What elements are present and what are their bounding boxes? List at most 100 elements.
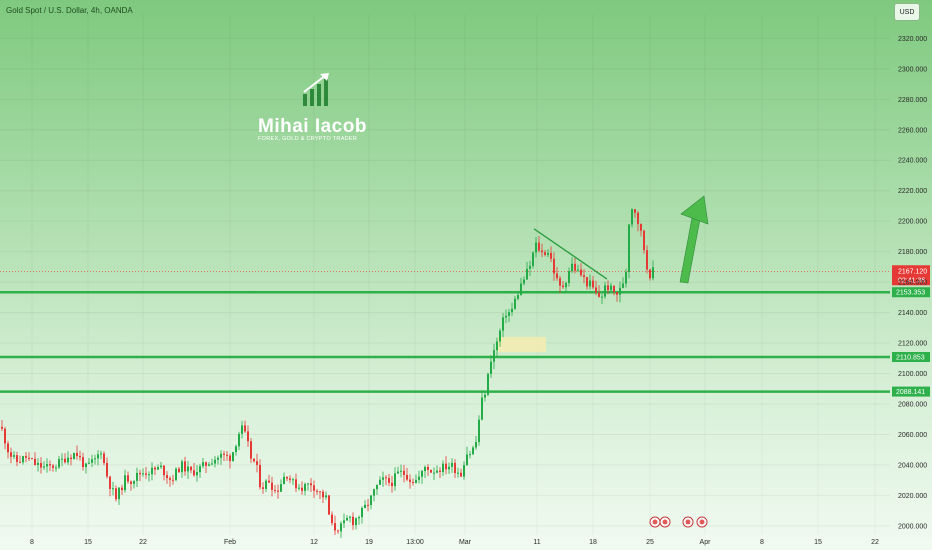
candle-body xyxy=(226,454,228,456)
candle-body xyxy=(136,472,138,481)
candle-body xyxy=(607,285,609,291)
candle-body xyxy=(4,428,6,444)
candle-body xyxy=(310,483,312,486)
y-tick-label: 2240.000 xyxy=(898,158,927,165)
candle-body xyxy=(610,285,612,291)
current-price-tag xyxy=(892,265,930,286)
candle-body xyxy=(538,242,540,251)
projection-arrow-icon xyxy=(679,195,709,284)
candle-body xyxy=(550,252,552,259)
candle-body xyxy=(484,394,486,398)
candle-body xyxy=(469,454,471,456)
candle-body xyxy=(454,462,456,474)
candle-body xyxy=(637,212,639,225)
candle-body xyxy=(52,465,54,468)
candle-body xyxy=(115,488,117,500)
candle-body xyxy=(334,523,336,531)
x-tick-label: Mar xyxy=(459,539,472,546)
descending-trendline[interactable] xyxy=(533,228,608,280)
candle-body xyxy=(250,441,252,459)
candle-body xyxy=(583,275,585,277)
y-tick-label: 2040.000 xyxy=(898,462,927,469)
candle-body xyxy=(217,457,219,460)
candle-body xyxy=(337,530,339,532)
arrow-shaft xyxy=(679,217,701,284)
candle-body xyxy=(649,269,651,279)
lightning-icon-dot xyxy=(652,519,658,525)
candle-body xyxy=(211,463,213,465)
candle-body xyxy=(181,461,183,473)
candle-body xyxy=(22,456,24,463)
candle-body xyxy=(328,495,330,515)
x-tick-label: 8 xyxy=(760,539,764,546)
candle-body xyxy=(652,267,654,279)
candle-body xyxy=(556,273,558,279)
candle-body xyxy=(190,466,192,471)
candle-body xyxy=(7,443,9,453)
candle-body xyxy=(151,467,153,475)
y-tick-label: 2020.000 xyxy=(898,493,927,500)
x-tick-label: 15 xyxy=(84,539,92,546)
candle-body xyxy=(130,481,132,484)
candle-body xyxy=(340,523,342,532)
candle-body xyxy=(316,490,318,492)
candle-body xyxy=(109,476,111,489)
candle-body xyxy=(184,461,186,472)
candle-body xyxy=(373,489,375,496)
candle-body xyxy=(433,472,435,474)
candle-body xyxy=(460,472,462,477)
watermark-tagline: FOREX, GOLD & CRYPTO TRADER xyxy=(258,136,358,142)
candle-body xyxy=(154,467,156,470)
candle-body xyxy=(70,457,72,459)
candle-body xyxy=(274,489,276,491)
candle-body xyxy=(472,447,474,455)
candle-body xyxy=(478,419,480,443)
currency-button[interactable]: USD xyxy=(894,3,920,21)
candle-body xyxy=(577,269,579,271)
candle-body xyxy=(511,308,513,313)
candle-body xyxy=(166,475,168,479)
candle-body xyxy=(520,283,522,295)
candle-body xyxy=(94,458,96,460)
candle-body xyxy=(55,467,57,469)
candle-body xyxy=(208,464,210,466)
candle-body xyxy=(370,495,372,506)
candle-body xyxy=(247,431,249,442)
candle-body xyxy=(412,481,414,483)
y-tick-label: 2140.000 xyxy=(898,310,927,317)
candle-body xyxy=(79,455,81,458)
candle-body xyxy=(268,480,270,483)
candle-body xyxy=(457,472,459,474)
candle-body xyxy=(73,452,75,459)
candle-body xyxy=(430,469,432,473)
candle-body xyxy=(622,283,624,288)
candle-body xyxy=(19,461,21,463)
candle-body xyxy=(631,209,633,225)
y-tick-label: 2160.000 xyxy=(898,280,927,287)
candle-body xyxy=(205,462,207,466)
x-tick-label: 18 xyxy=(589,539,597,546)
candle-body xyxy=(571,263,573,272)
level-price-label: 2110.853 xyxy=(896,354,925,361)
candle-body xyxy=(436,470,438,473)
candle-body xyxy=(196,472,198,476)
candle-body xyxy=(76,452,78,456)
candle-body xyxy=(319,491,321,493)
symbol-title: Gold Spot / U.S. Dollar, 4h, OANDA xyxy=(6,6,133,15)
candle-body xyxy=(355,518,357,526)
candle-body xyxy=(574,263,576,271)
candle-body xyxy=(127,475,129,482)
candle-body xyxy=(451,462,453,467)
candle-body xyxy=(559,278,561,286)
level-price-label: 2088.141 xyxy=(896,389,925,396)
candle-body xyxy=(394,473,396,487)
candle-body xyxy=(580,269,582,276)
candle-body xyxy=(592,280,594,288)
candle-body xyxy=(640,224,642,231)
candle-body xyxy=(271,482,273,490)
candle-body xyxy=(46,464,48,467)
candle-body xyxy=(187,466,189,472)
candle-body xyxy=(223,453,225,455)
candle-body xyxy=(124,475,126,491)
